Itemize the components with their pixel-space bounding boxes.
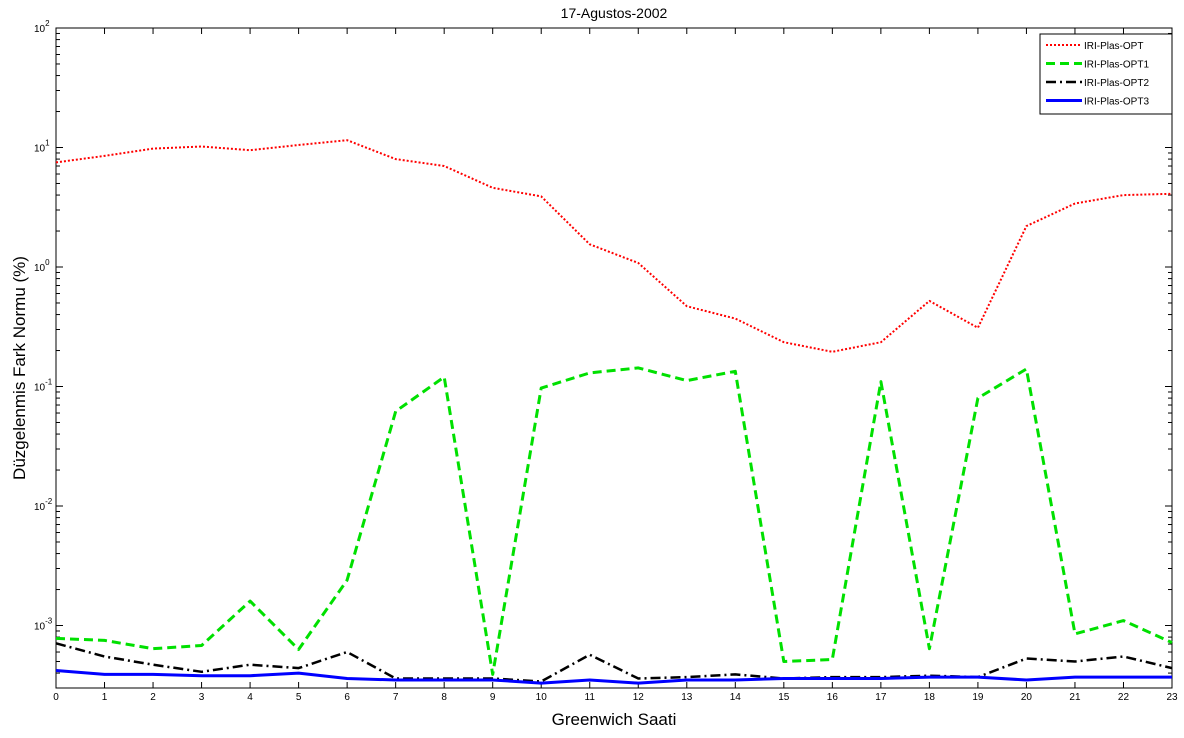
x-tick-label: 8 — [441, 692, 447, 703]
legend-label: IRI-Plas-OPT3 — [1084, 97, 1149, 108]
y-tick-label: 10-2 — [34, 497, 53, 513]
x-tick-label: 1 — [102, 692, 108, 703]
chart-title: 17-Agustos-2002 — [561, 5, 668, 21]
series-line-2 — [55, 366, 1173, 676]
x-tick-label: 20 — [1021, 692, 1033, 703]
axes-box — [55, 27, 1173, 689]
y-tick-label: 100 — [34, 258, 50, 274]
plot-area: 0 1 2 3 4 5 6 7 8 9 10 11 12 13 14 15 16 17 18 19 20 21 22 2310… — [34, 19, 1178, 703]
series-line-3 — [55, 642, 1173, 683]
x-tick-label: 17 — [875, 692, 887, 703]
x-axis-label: Greenwich Saati — [552, 710, 677, 729]
x-tick-label: 2 — [150, 692, 156, 703]
x-tick-label: 23 — [1166, 692, 1178, 703]
x-tick-label: 13 — [681, 692, 693, 703]
x-tick-label: 12 — [633, 692, 645, 703]
y-tick-label: 102 — [34, 19, 50, 35]
x-tick-label: 5 — [296, 692, 302, 703]
legend-box — [1039, 33, 1173, 115]
x-tick-label: 10 — [536, 692, 548, 703]
legend-label: IRI-Plas-OPT — [1084, 41, 1143, 52]
y-tick-label: 10-1 — [34, 378, 53, 394]
y-axis-label: Düzgelenmis Fark Normu (%) — [10, 256, 29, 480]
x-tick-label: 9 — [490, 692, 496, 703]
x-tick-label: 15 — [778, 692, 790, 703]
x-tick-label: 16 — [827, 692, 839, 703]
x-tick-label: 4 — [247, 692, 253, 703]
x-tick-label: 22 — [1118, 692, 1130, 703]
x-tick-label: 19 — [972, 692, 984, 703]
y-tick-label: 101 — [34, 139, 50, 155]
x-tick-label: 11 — [585, 692, 596, 703]
x-tick-label: 7 — [393, 692, 399, 703]
x-tick-label: 0 — [53, 692, 59, 703]
series-line-1 — [55, 139, 1173, 353]
x-tick-label: 21 — [1069, 692, 1081, 703]
x-tick-label: 6 — [344, 692, 350, 703]
series-line-4 — [55, 669, 1172, 685]
x-tick-label: 18 — [924, 692, 936, 703]
y-tick-label: 10-3 — [34, 617, 53, 633]
x-tick-label: 3 — [199, 692, 205, 703]
legend-label: IRI-Plas-OPT2 — [1084, 78, 1149, 89]
legend-label: IRI-Plas-OPT1 — [1084, 60, 1149, 71]
x-tick-label: 14 — [730, 692, 742, 703]
